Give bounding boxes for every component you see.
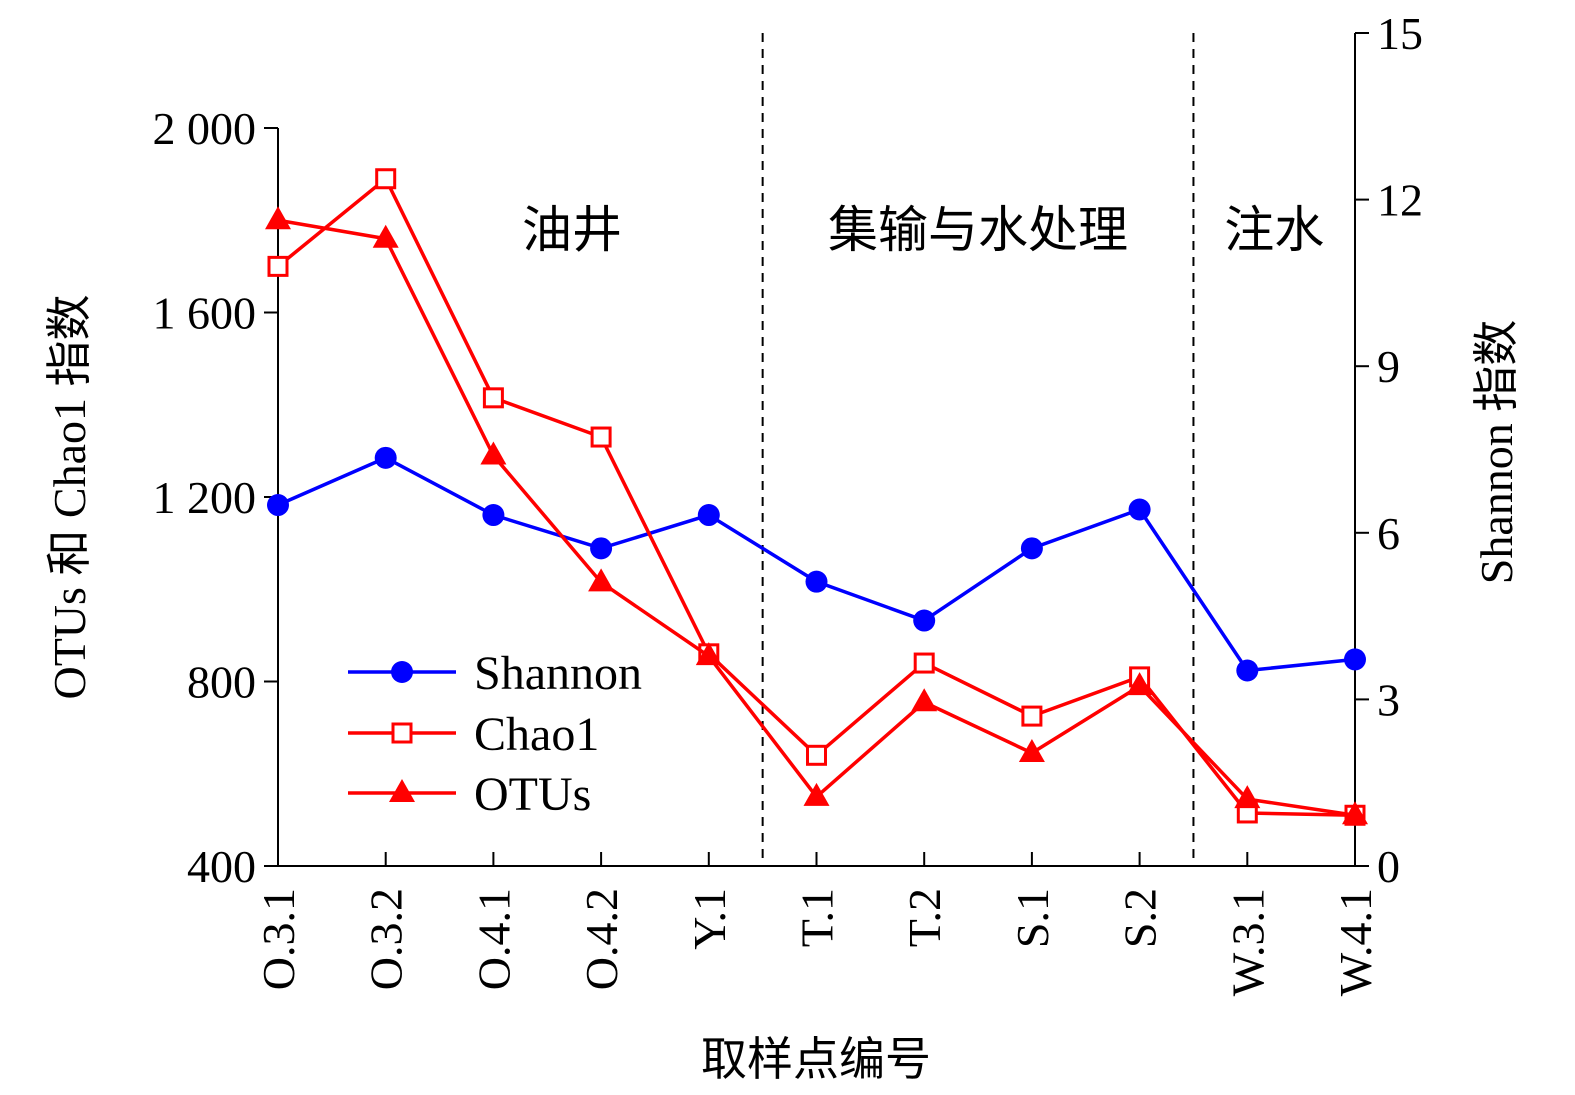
region-labels: 油井 集输与水处理 注水 <box>522 202 1324 258</box>
y-left-tick-label: 800 <box>187 657 256 708</box>
x-axis-title: 取样点编号 <box>701 1034 931 1085</box>
y-axis-right-title: Shannon 指数 <box>1471 320 1522 585</box>
legend-marker-chao1 <box>391 722 413 744</box>
data-point-chao1 <box>375 168 397 190</box>
data-point-shannon <box>1020 537 1043 560</box>
data-point-chao1 <box>1021 705 1043 727</box>
data-point-chao1 <box>913 652 935 674</box>
series-shannon <box>267 446 1366 682</box>
data-point-chao1 <box>806 744 827 766</box>
data-point-shannon <box>913 609 936 632</box>
data-point-otus <box>1018 738 1045 762</box>
y-right-tick-label: 0 <box>1377 841 1400 892</box>
x-tick-label: T.2 <box>899 888 950 947</box>
series-otus <box>265 206 1368 825</box>
legend-label-chao1: Chao1 <box>474 708 599 761</box>
data-point-shannon <box>1236 659 1259 682</box>
data-point-chao1 <box>267 255 289 277</box>
y-right-tick-label: 3 <box>1377 674 1400 725</box>
data-point-otus <box>1342 801 1368 825</box>
region-label: 油井 <box>522 202 622 258</box>
x-tick-label: O.3.1 <box>253 888 304 990</box>
x-tick-label: W.4.1 <box>1330 888 1381 996</box>
data-point-shannon <box>697 504 720 527</box>
legend: Shannon Chao1 OTUs <box>348 647 642 821</box>
x-tick-label: S.2 <box>1115 888 1166 948</box>
legend-label-shannon: Shannon <box>474 647 642 700</box>
y-left-tick-label: 2 000 <box>153 103 257 154</box>
region-dividers <box>761 33 1195 866</box>
data-point-shannon <box>590 537 613 560</box>
data-point-shannon <box>482 504 505 527</box>
y-left-tick-label: 1 200 <box>153 472 257 523</box>
y-left-tick-label: 1 600 <box>153 288 257 339</box>
x-tick-label: O.3.2 <box>361 888 412 990</box>
x-tick-label: W.3.1 <box>1222 888 1273 996</box>
legend-marker-shannon <box>391 661 413 683</box>
data-point-otus <box>911 688 938 712</box>
legend-marker-otus <box>389 779 415 802</box>
y-right-tick-label: 9 <box>1377 341 1400 392</box>
data-point-shannon <box>267 494 289 517</box>
region-label: 集输与水处理 <box>828 202 1128 258</box>
y-right-tick-label: 6 <box>1377 508 1400 559</box>
data-point-shannon <box>1128 498 1151 521</box>
data-point-otus <box>372 224 399 248</box>
series-chao1 <box>267 168 1366 826</box>
x-tick-label: T.1 <box>792 888 843 947</box>
data-point-otus <box>803 782 830 806</box>
axes: 400 800 1 200 1 600 2 000 0 3 6 9 12 15 O.3.1 O.3.2 O… <box>153 8 1424 996</box>
data-point-otus <box>480 441 507 465</box>
data-point-otus <box>588 568 615 592</box>
data-point-otus <box>265 206 291 230</box>
series-layer <box>265 168 1368 826</box>
x-tick-label: Y.1 <box>684 888 735 950</box>
data-point-otus <box>1234 785 1261 809</box>
data-point-chao1 <box>482 387 504 409</box>
data-point-shannon <box>1344 648 1366 671</box>
y-right-tick-label: 12 <box>1377 175 1423 226</box>
data-point-shannon <box>374 446 397 469</box>
x-tick-label: O.4.2 <box>576 888 627 990</box>
region-label: 注水 <box>1224 202 1324 258</box>
legend-label-otus: OTUs <box>474 768 591 821</box>
x-tick-label: S.1 <box>1007 888 1058 948</box>
y-right-tick-label: 15 <box>1377 8 1423 59</box>
data-point-chao1 <box>590 426 612 448</box>
data-point-shannon <box>805 570 828 593</box>
data-point-otus <box>1126 672 1153 696</box>
y-left-tick-label: 400 <box>187 841 256 892</box>
x-tick-label: O.4.1 <box>468 888 519 990</box>
y-axis-left-title: OTUs 和 Chao1 指数 <box>44 294 95 699</box>
data-point-otus <box>695 642 722 666</box>
